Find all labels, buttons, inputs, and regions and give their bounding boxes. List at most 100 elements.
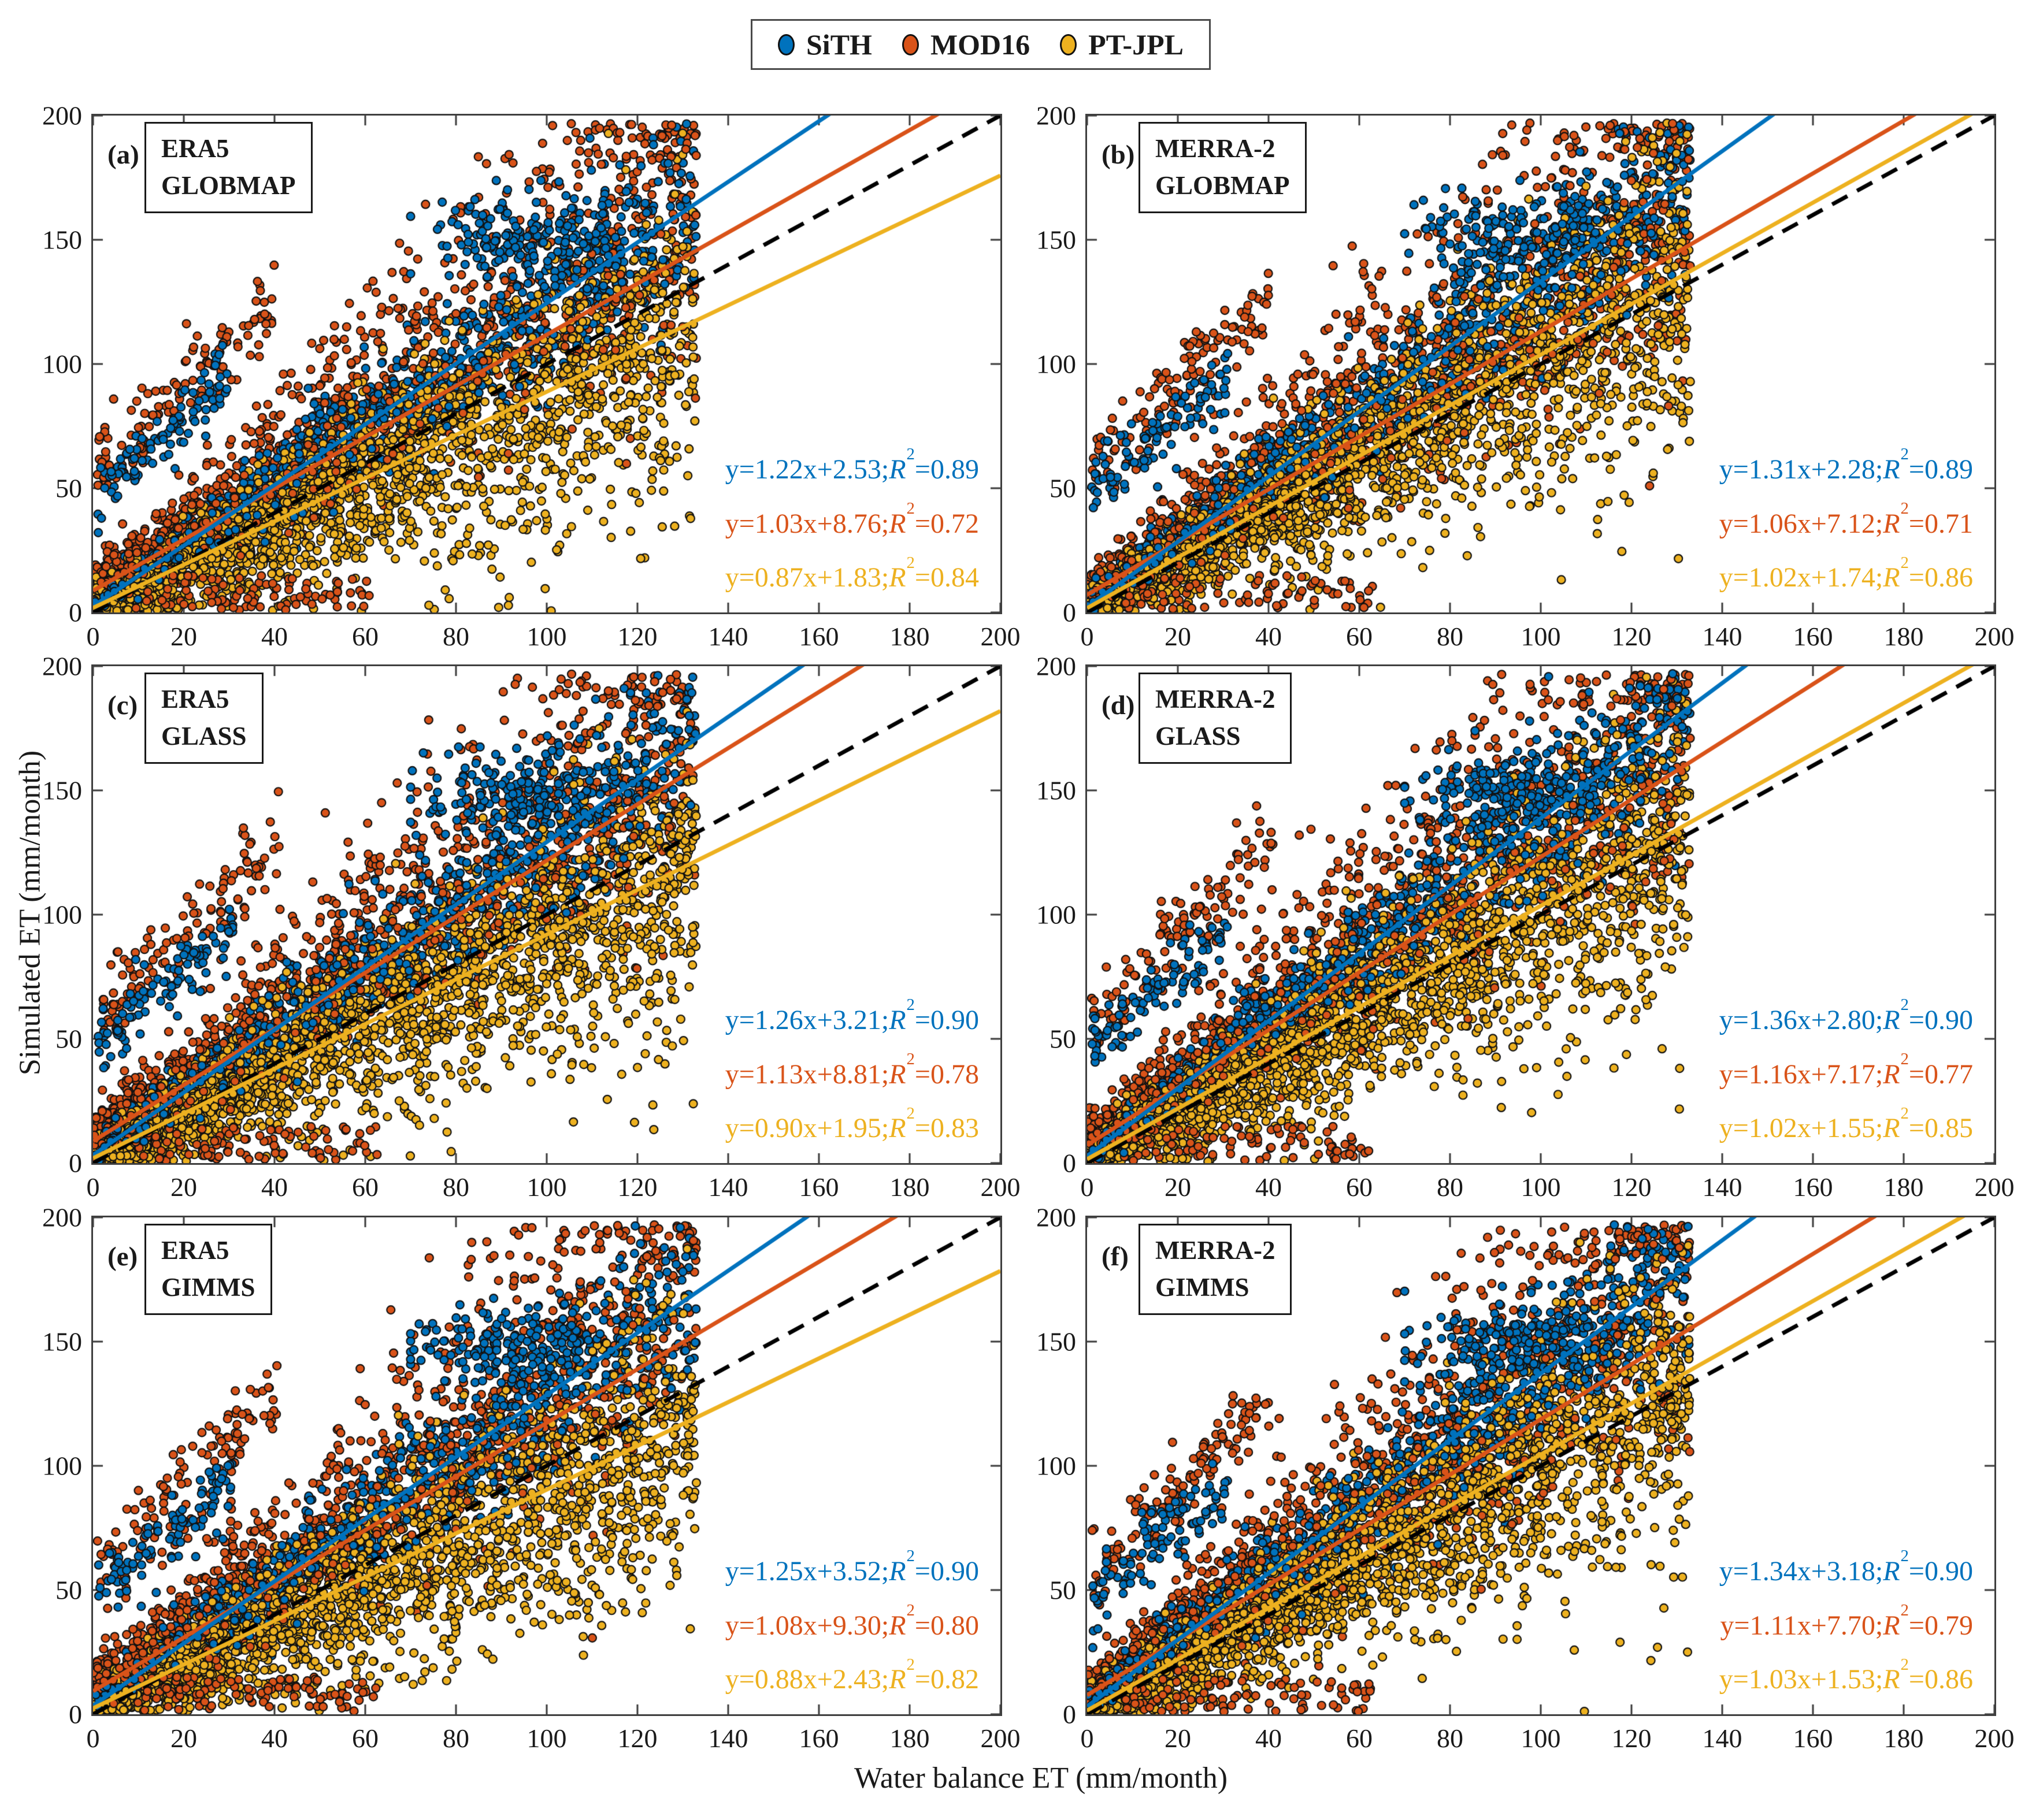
y-tick-label: 0 (69, 1699, 82, 1729)
x-tick-label: 180 (1883, 1724, 1924, 1753)
x-tick-label: 80 (1437, 1724, 1463, 1753)
x-tick-label: 180 (889, 1724, 930, 1753)
y-tick-label: 50 (55, 473, 82, 503)
equation-pt-jpl: y=0.90x+1.95;R2=0.83 (725, 1104, 979, 1144)
equation-mod16: y=1.13x+8.81;R2=0.78 (725, 1049, 979, 1090)
y-tick-label: 50 (1050, 473, 1076, 503)
x-tick-label: 180 (1883, 1172, 1924, 1202)
x-tick-label: 40 (1255, 1172, 1282, 1202)
x-tick-label: 40 (261, 1724, 288, 1753)
y-tick-label: 50 (55, 1024, 82, 1054)
x-tick-label: 200 (980, 622, 1021, 651)
x-tick-label: 60 (1346, 622, 1373, 651)
x-tick-label: 160 (1793, 1724, 1833, 1753)
panel-letter: (f) (1102, 1242, 1129, 1272)
panel-vegetation-label: GLASS (1155, 721, 1241, 751)
panel-letter: (a) (107, 140, 139, 170)
x-tick-label: 160 (799, 622, 839, 651)
x-tick-label: 80 (443, 1172, 469, 1202)
y-tick-label: 100 (42, 349, 82, 379)
y-tick-label: 150 (42, 1327, 82, 1357)
x-tick-label: 180 (889, 622, 930, 651)
y-tick-label: 100 (1036, 1451, 1076, 1481)
regression-equations: y=1.34x+3.18;R2=0.90 y=1.11x+7.70;R2=0.79… (1719, 1544, 1973, 1707)
legend-marker-icon (902, 34, 919, 55)
y-tick-label: 200 (42, 651, 82, 681)
y-tick-label: 200 (42, 1202, 82, 1232)
panel-forcing-label: MERRA-2 (1155, 134, 1275, 163)
y-tick-label: 150 (42, 775, 82, 805)
x-tick-label: 0 (86, 1724, 100, 1753)
panel-forcing-label: ERA5 (161, 134, 229, 163)
y-tick-label: 0 (1063, 1148, 1076, 1178)
regression-equations: y=1.31x+2.28;R2=0.89 y=1.06x+7.12;R2=0.71… (1719, 443, 1973, 605)
x-tick-label: 100 (1521, 1724, 1561, 1753)
y-tick-label: 150 (1036, 775, 1076, 805)
legend-marker-icon (778, 34, 795, 55)
y-tick-label: 100 (42, 900, 82, 930)
x-tick-label: 60 (352, 622, 379, 651)
regression-equations: y=1.26x+3.21;R2=0.90 y=1.13x+8.81;R2=0.78… (725, 993, 979, 1156)
panel-forcing-label: ERA5 (161, 685, 229, 714)
y-tick-label: 50 (1050, 1024, 1076, 1054)
scatter-panel-d: (d) MERRA-2 GLASS y=1.36x+2.80;R2=0.90 y=… (1036, 652, 2015, 1202)
panel-forcing-label: MERRA-2 (1155, 1236, 1275, 1265)
x-tick-label: 100 (526, 1172, 567, 1202)
panel-vegetation-label: GLOBMAP (161, 170, 296, 200)
panel-vegetation-label: GIMMS (1155, 1272, 1249, 1302)
x-tick-label: 20 (170, 1172, 197, 1202)
x-tick-label: 80 (1437, 622, 1463, 651)
x-tick-label: 200 (1974, 1724, 2015, 1753)
x-tick-label: 140 (708, 622, 748, 651)
equation-pt-jpl: y=1.03x+1.53;R2=0.86 (1719, 1655, 1973, 1695)
panel-vegetation-label: GIMMS (161, 1272, 255, 1302)
x-tick-label: 140 (708, 1724, 748, 1753)
y-tick-label: 200 (1036, 101, 1076, 131)
y-tick-label: 100 (1036, 349, 1076, 379)
y-tick-label: 0 (1063, 597, 1076, 627)
scatter-panel-f: (f) MERRA-2 GIMMS y=1.34x+3.18;R2=0.90 y=… (1036, 1203, 2015, 1754)
x-tick-label: 0 (1080, 1172, 1094, 1202)
equation-mod16: y=1.11x+7.70;R2=0.79 (1720, 1600, 1973, 1641)
x-tick-label: 120 (617, 622, 658, 651)
equation-mod16: y=1.08x+9.30;R2=0.80 (725, 1600, 979, 1641)
x-tick-label: 180 (889, 1172, 930, 1202)
equation-pt-jpl: y=1.02x+1.74;R2=0.86 (1719, 553, 1973, 593)
y-tick-label: 150 (1036, 225, 1076, 255)
y-tick-label: 0 (69, 597, 82, 627)
equation-mod16: y=1.03x+8.76;R2=0.72 (725, 499, 979, 539)
x-tick-label: 20 (1165, 1724, 1191, 1753)
x-tick-label: 80 (443, 622, 469, 651)
regression-equations: y=1.22x+2.53;R2=0.89 y=1.03x+8.76;R2=0.72… (725, 443, 979, 605)
x-tick-label: 140 (1702, 1724, 1742, 1753)
x-tick-label: 120 (617, 1724, 658, 1753)
panel-title-box: MERRA-2 GLASS (1139, 673, 1292, 764)
x-tick-label: 20 (170, 622, 197, 651)
x-tick-label: 120 (617, 1172, 658, 1202)
x-tick-label: 200 (1974, 1172, 2015, 1202)
x-tick-label: 200 (980, 1172, 1021, 1202)
legend-item-label: PT-JPL (1088, 28, 1184, 61)
x-tick-label: 40 (261, 1172, 288, 1202)
scatter-panel-c: (c) ERA5 GLASS y=1.26x+3.21;R2=0.90 y=1.1… (42, 652, 1021, 1202)
x-tick-label: 40 (1255, 622, 1282, 651)
x-tick-label: 20 (170, 1724, 197, 1753)
equation-mod16: y=1.16x+7.17;R2=0.77 (1719, 1049, 1973, 1090)
y-tick-label: 150 (42, 225, 82, 255)
x-tick-label: 100 (1521, 622, 1561, 651)
equation-pt-jpl: y=1.02x+1.55;R2=0.85 (1719, 1104, 1973, 1144)
panel-letter: (e) (107, 1242, 138, 1272)
equation-pt-jpl: y=0.87x+1.83;R2=0.84 (725, 553, 979, 593)
scatter-plot-canvas (91, 1216, 1002, 1716)
panel-letter: (c) (107, 690, 138, 720)
x-tick-label: 80 (1437, 1172, 1463, 1202)
x-axis-label: Water balance ET (mm/month) (854, 1762, 1228, 1795)
panel-title-box: ERA5 GIMMS (144, 1224, 272, 1315)
panel-forcing-label: ERA5 (161, 1236, 229, 1265)
legend-marker-icon (1060, 34, 1077, 55)
x-tick-label: 120 (1611, 1724, 1652, 1753)
legend-item-sith: SiTH (778, 28, 872, 61)
x-tick-label: 60 (1346, 1724, 1373, 1753)
regression-equations: y=1.25x+3.52;R2=0.90 y=1.08x+9.30;R2=0.80… (725, 1544, 979, 1707)
x-tick-label: 140 (1702, 622, 1742, 651)
